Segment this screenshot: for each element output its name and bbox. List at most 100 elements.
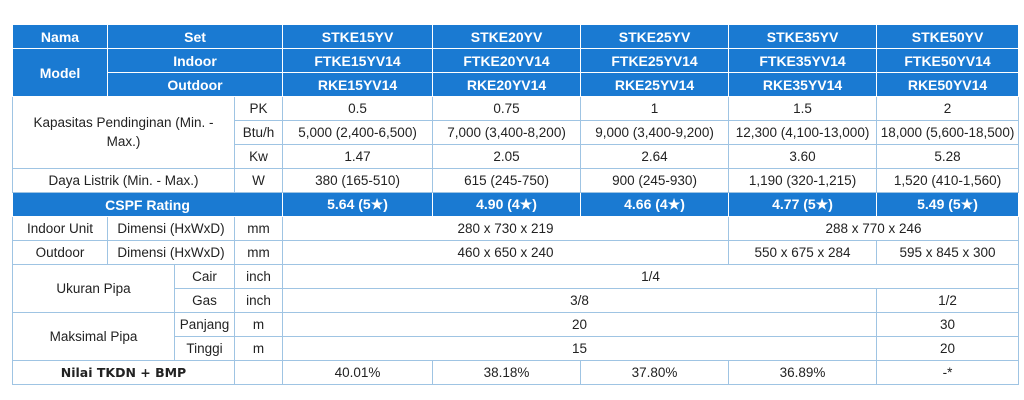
- unit-w: W: [233, 168, 284, 193]
- capacity-pk-cell: 1.5: [728, 96, 878, 121]
- header-set-label: Set: [106, 24, 284, 49]
- indoor-dim-small: 280 x 730 x 219: [282, 216, 730, 241]
- pipe-liquid-row: Ukuran Pipa Cair inch 1/4: [12, 264, 1020, 313]
- outdoor-dim-row: Outdoor Dimensi (HxWxD) mm 460 x 650 x 2…: [12, 240, 1020, 265]
- header-row-set: Nama Set STKE15YV STKE20YV STKE25YV STKE…: [12, 24, 1020, 49]
- power-cell: 615 (245-750): [432, 168, 582, 193]
- tkdn-label: Nilai TKDN + BMP: [12, 360, 235, 385]
- unit-m: m: [233, 336, 284, 361]
- unit-inch: inch: [233, 264, 284, 289]
- pipe-gas-large: 1/2: [876, 288, 1020, 313]
- header-outdoor-cell: RKE20YV14: [432, 72, 582, 97]
- cspf-row: CSPF Rating 5.64 (5★) 4.90 (4★) 4.66 (4★…: [11, 192, 1020, 217]
- tkdn-row: Nilai TKDN + BMP 40.01% 38.18% 37.80% 36…: [12, 360, 1020, 385]
- header-nama: Nama: [12, 24, 108, 49]
- cspf-cell: 5.64 (5★): [282, 192, 434, 217]
- header-indoor-cell: FTKE20YV14: [432, 48, 582, 73]
- unit-mm: mm: [233, 240, 284, 265]
- tkdn-unit-empty: [233, 360, 284, 385]
- header-set-cell: STKE50YV: [876, 24, 1020, 49]
- pipe-gas-row: Gas inch 3/8 1/2: [13, 288, 1020, 313]
- cspf-cell: 5.49 (5★): [876, 192, 1020, 217]
- header-set-cell: STKE20YV: [432, 24, 582, 49]
- pipe-height-small: 15: [282, 336, 878, 361]
- pipe-size-label: Ukuran Pipa: [12, 264, 175, 313]
- outdoor-unit-label: Outdoor: [12, 240, 108, 265]
- pipe-liquid-value: 1/4: [282, 264, 1020, 289]
- header-set-cell: STKE35YV: [728, 24, 878, 49]
- power-label: Daya Listrik (Min. - Max.): [12, 168, 235, 193]
- pipe-gas-small: 3/8: [282, 288, 878, 313]
- header-set-cell: STKE15YV: [282, 24, 434, 49]
- outdoor-dim-50: 595 x 845 x 300: [876, 240, 1020, 265]
- cspf-cell: 4.90 (4★): [432, 192, 582, 217]
- outdoor-dim-small: 460 x 650 x 240: [282, 240, 730, 265]
- capacity-label: Kapasitas Pendinginan (Min. - Max.): [12, 96, 235, 169]
- header-row-outdoor: Outdoor RKE15YV14 RKE20YV14 RKE25YV14 RK…: [13, 72, 1020, 97]
- header-indoor-cell: FTKE15YV14: [282, 48, 434, 73]
- tkdn-cell: 36.89%: [728, 360, 878, 385]
- header-outdoor-cell: RKE15YV14: [282, 72, 434, 97]
- header-indoor-cell: FTKE50YV14: [876, 48, 1020, 73]
- pipe-height-large: 20: [876, 336, 1020, 361]
- pipe-height-label: Tinggi: [174, 336, 235, 361]
- power-row: Daya Listrik (Min. - Max.) W 380 (165-51…: [12, 168, 1020, 193]
- capacity-pk-row: Kapasitas Pendinginan (Min. - Max.) PK 0…: [12, 96, 1020, 169]
- capacity-btu-cell: 18,000 (5,600-18,500): [876, 120, 1020, 145]
- header-indoor-cell: FTKE25YV14: [580, 48, 730, 73]
- header-outdoor-cell: RKE35YV14: [728, 72, 878, 97]
- pipe-length-label: Panjang: [174, 312, 235, 337]
- header-model: Model: [12, 48, 108, 97]
- capacity-pk-cell: 0.75: [432, 96, 582, 121]
- header-outdoor-cell: RKE25YV14: [580, 72, 730, 97]
- header-indoor-label: Indoor: [106, 48, 284, 73]
- cspf-cell: 4.66 (4★): [580, 192, 730, 217]
- max-pipe-label: Maksimal Pipa: [12, 312, 175, 361]
- power-cell: 380 (165-510): [282, 168, 434, 193]
- capacity-btu-row: Btu/h 5,000 (2,400-6,500) 7,000 (3,400-8…: [13, 120, 1020, 145]
- pipe-height-row: Tinggi m 15 20: [13, 336, 1020, 361]
- header-outdoor-cell: RKE50YV14: [876, 72, 1020, 97]
- unit-inch: inch: [233, 288, 284, 313]
- tkdn-cell: 40.01%: [282, 360, 434, 385]
- outdoor-dim-35: 550 x 675 x 284: [728, 240, 878, 265]
- tkdn-cell: -*: [876, 360, 1020, 385]
- unit-m: m: [233, 312, 284, 337]
- pipe-length-large: 30: [876, 312, 1020, 337]
- tkdn-cell: 37.80%: [580, 360, 730, 385]
- indoor-dim-row: Indoor Unit Dimensi (HxWxD) mm 280 x 730…: [12, 216, 1020, 241]
- unit-mm: mm: [233, 216, 284, 241]
- unit-pk: PK: [233, 96, 284, 121]
- unit-kw: Kw: [233, 144, 284, 169]
- pipe-length-row: Maksimal Pipa Panjang m 20 30: [12, 312, 1020, 361]
- spec-table: Nama Set STKE15YV STKE20YV STKE25YV STKE…: [11, 24, 1020, 385]
- pipe-length-small: 20: [282, 312, 878, 337]
- capacity-btu-cell: 5,000 (2,400-6,500): [282, 120, 434, 145]
- capacity-kw-cell: 3.60: [728, 144, 878, 169]
- indoor-dim-label: Dimensi (HxWxD): [107, 216, 235, 241]
- capacity-pk-cell: 2: [876, 96, 1020, 121]
- capacity-kw-cell: 5.28: [876, 144, 1020, 169]
- spec-table-container: Nama Set STKE15YV STKE20YV STKE25YV STKE…: [11, 24, 1020, 385]
- header-indoor-cell: FTKE35YV14: [728, 48, 878, 73]
- unit-btu: Btu/h: [233, 120, 284, 145]
- power-cell: 1,520 (410-1,560): [876, 168, 1020, 193]
- pipe-liquid-label: Cair: [174, 264, 235, 289]
- capacity-kw-cell: 2.64: [580, 144, 730, 169]
- pipe-gas-label: Gas: [174, 288, 235, 313]
- indoor-dim-large: 288 x 770 x 246: [728, 216, 1020, 241]
- header-outdoor-label: Outdoor: [106, 72, 284, 97]
- capacity-pk-cell: 1: [580, 96, 730, 121]
- header-set-cell: STKE25YV: [580, 24, 730, 49]
- header-row-indoor: Model Indoor FTKE15YV14 FTKE20YV14 FTKE2…: [12, 48, 1020, 97]
- power-cell: 1,190 (320-1,215): [728, 168, 878, 193]
- cspf-cell: 4.77 (5★): [728, 192, 878, 217]
- capacity-kw-row: Kw 1.47 2.05 2.64 3.60 5.28: [13, 144, 1020, 169]
- capacity-pk-cell: 0.5: [282, 96, 434, 121]
- power-cell: 900 (245-930): [580, 168, 730, 193]
- capacity-btu-cell: 9,000 (3,400-9,200): [580, 120, 730, 145]
- indoor-unit-label: Indoor Unit: [12, 216, 108, 241]
- outdoor-dim-label: Dimensi (HxWxD): [107, 240, 235, 265]
- capacity-btu-cell: 12,300 (4,100-13,000): [728, 120, 878, 145]
- cspf-label: CSPF Rating: [11, 192, 284, 217]
